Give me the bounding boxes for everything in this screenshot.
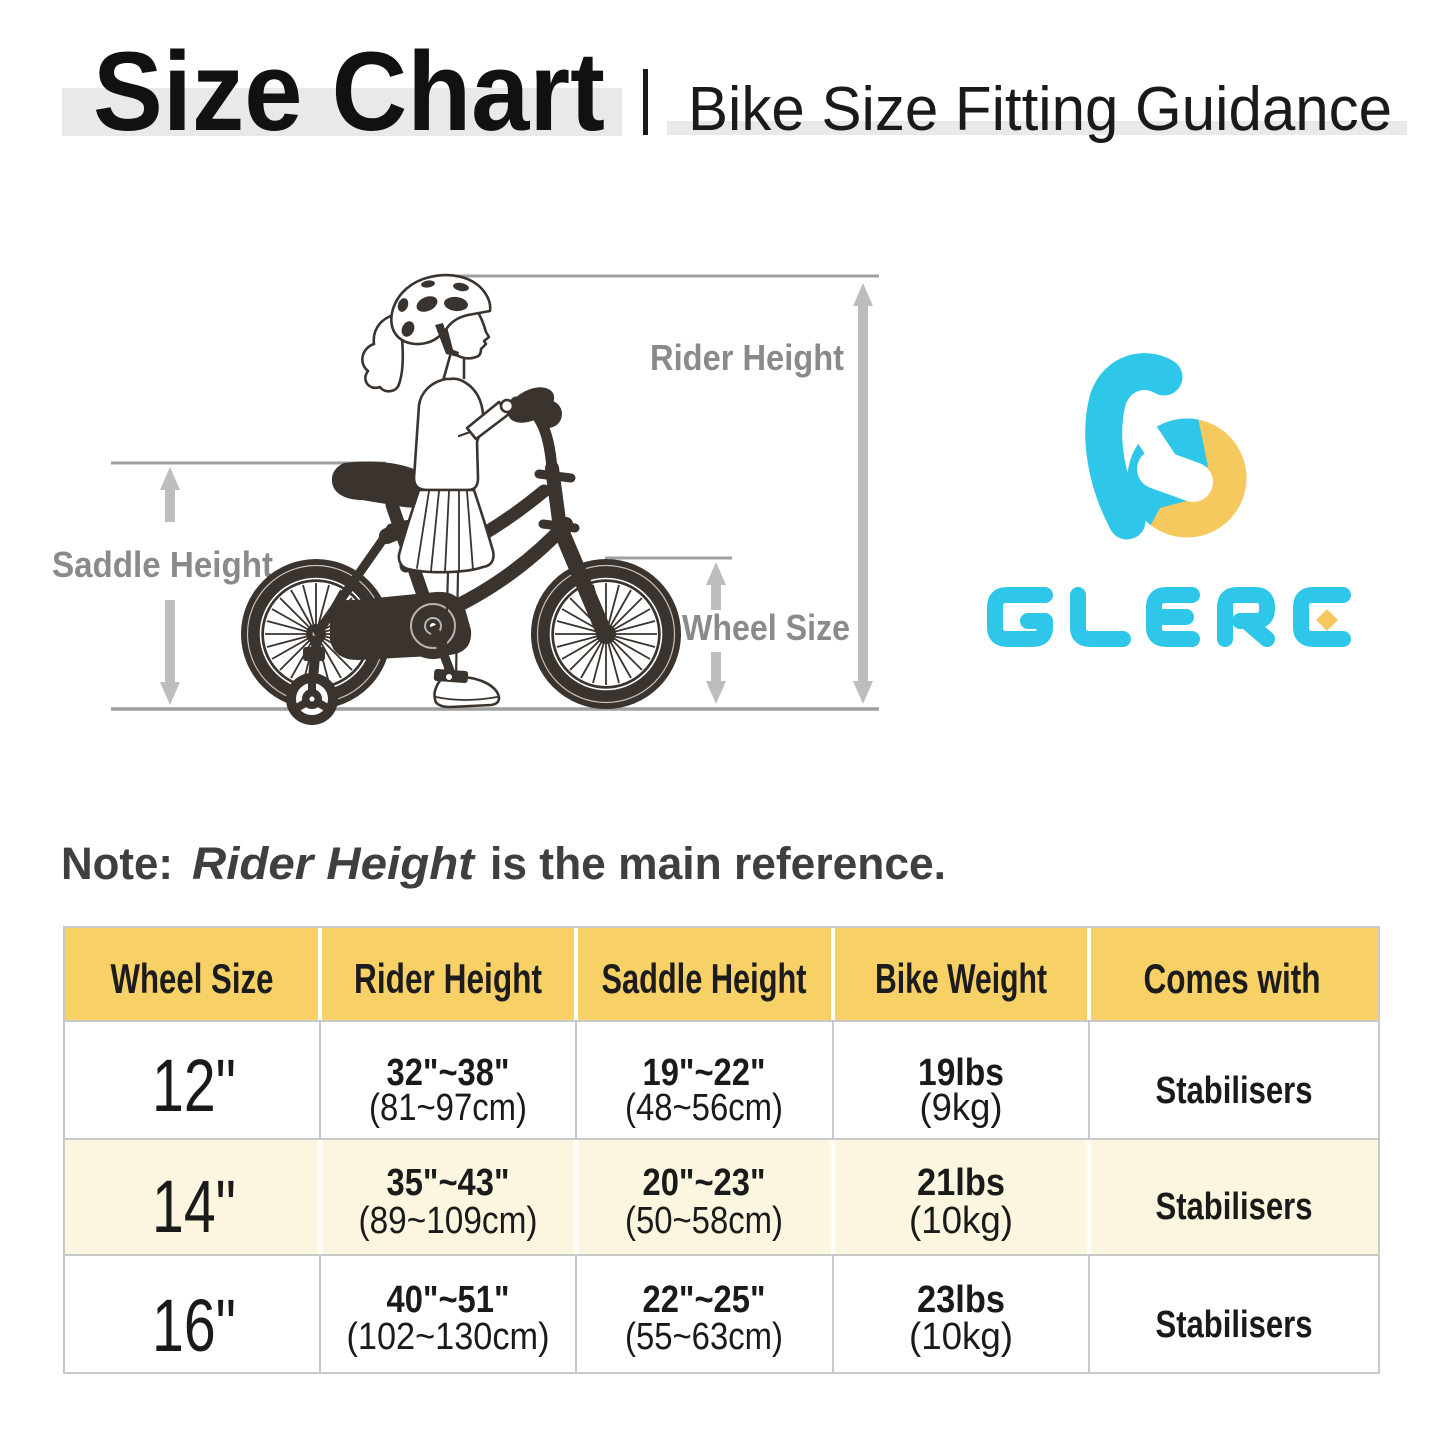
svg-text:40"~51": 40"~51" [387,1279,510,1321]
svg-text:23lbs: 23lbs [917,1279,1005,1321]
svg-text:Stabilisers: Stabilisers [1156,1070,1313,1112]
svg-text:Rider Height: Rider Height [354,955,542,1002]
svg-text:(89~109cm): (89~109cm) [359,1200,538,1242]
svg-text:35"~43": 35"~43" [387,1162,510,1204]
svg-text:22"~25": 22"~25" [643,1279,766,1321]
svg-text:(48~56cm): (48~56cm) [625,1087,783,1129]
svg-text:32"~38": 32"~38" [387,1052,510,1094]
svg-text:(50~58cm): (50~58cm) [625,1200,783,1242]
svg-text:20"~23": 20"~23" [643,1162,766,1204]
svg-text:Wheel Size: Wheel Size [111,955,274,1002]
svg-text:21lbs: 21lbs [917,1162,1005,1204]
svg-text:Rider Height: Rider Height [650,337,844,378]
svg-text:Saddle Height: Saddle Height [602,955,807,1002]
svg-text:Bike Size Fitting Guidance: Bike Size Fitting Guidance [688,75,1392,144]
svg-text:Note:: Note: [61,838,173,889]
svg-text:Bike Weight: Bike Weight [875,955,1047,1002]
svg-text:12": 12" [152,1044,236,1127]
svg-text:19"~22": 19"~22" [643,1052,766,1094]
svg-text:Saddle Height: Saddle Height [52,544,273,585]
svg-text:is the main reference.: is the main reference. [490,838,946,889]
svg-text:Rider Height: Rider Height [192,838,476,889]
svg-text:Size Chart: Size Chart [93,29,605,154]
svg-text:(55~63cm): (55~63cm) [625,1316,783,1358]
svg-text:Wheel Size: Wheel Size [682,607,850,648]
svg-text:Stabilisers: Stabilisers [1156,1304,1313,1346]
svg-text:Comes with: Comes with [1144,955,1321,1002]
svg-text:(81~97cm): (81~97cm) [369,1087,527,1129]
svg-text:14": 14" [152,1165,236,1248]
svg-text:16": 16" [152,1284,236,1367]
svg-text:(9kg): (9kg) [920,1087,1003,1129]
svg-text:(10kg): (10kg) [909,1316,1013,1358]
svg-text:(102~130cm): (102~130cm) [347,1316,550,1358]
svg-text:Stabilisers: Stabilisers [1156,1186,1313,1228]
svg-text:(10kg): (10kg) [909,1200,1013,1242]
svg-text:19lbs: 19lbs [918,1052,1004,1094]
